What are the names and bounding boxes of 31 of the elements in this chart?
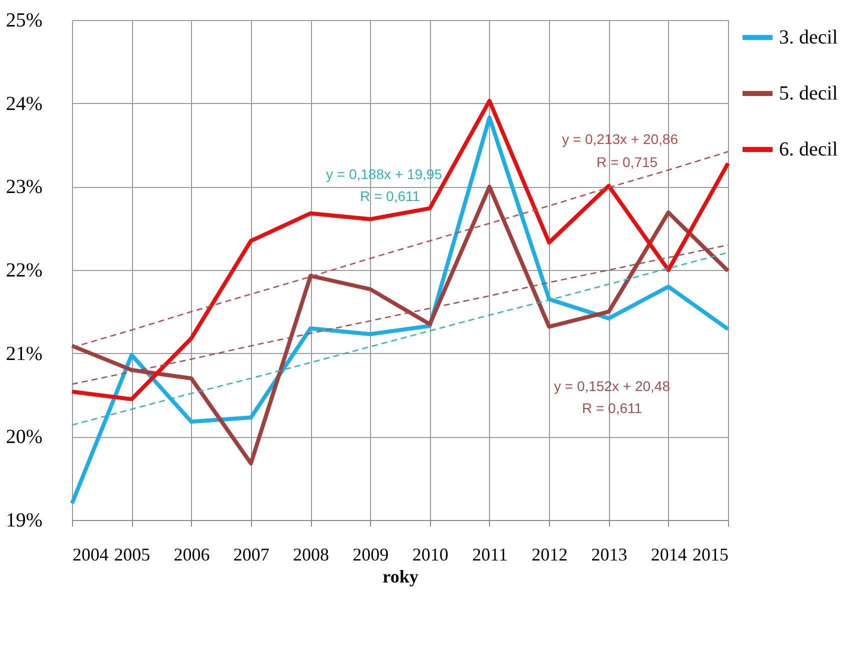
x-axis-title: roky xyxy=(382,566,418,586)
y-tick-label: 25% xyxy=(6,10,42,32)
line-series xyxy=(70,116,730,506)
x-tick-label: 2008 xyxy=(293,544,330,564)
y-tick-label: 20% xyxy=(6,426,42,448)
legend-label: 6. decil xyxy=(779,138,838,160)
x-tick-label: 2006 xyxy=(174,544,210,564)
annotation: y = 0,188x + 19,95 xyxy=(326,166,442,182)
annotation: R = 0,611 xyxy=(360,188,420,204)
line-series xyxy=(70,184,730,466)
legend-label: 3. decil xyxy=(779,26,838,48)
x-tick-label: 2011 xyxy=(472,544,508,564)
x-tick-label: 2014 xyxy=(650,544,687,564)
y-tick-label: 24% xyxy=(6,92,42,115)
x-tick-label: 2013 xyxy=(591,544,628,564)
line-series xyxy=(71,252,729,426)
x-tick-label: 2012 xyxy=(532,544,568,564)
x-tick-label: 2010 xyxy=(412,544,448,564)
y-tick-label: 22% xyxy=(6,260,42,282)
y-tick-label: 21% xyxy=(6,342,42,365)
x-tick-label: 2009 xyxy=(352,544,389,564)
x-tick-label: 2005 xyxy=(114,544,150,564)
line-series xyxy=(70,98,730,402)
y-tick-label: 23% xyxy=(6,176,42,198)
line-series xyxy=(71,151,729,348)
y-tick-label: 19% xyxy=(6,510,42,532)
legend-label: 5. decil xyxy=(779,82,838,104)
x-tick-label: 2015 xyxy=(692,544,728,564)
x-tick-label: 2007 xyxy=(233,544,270,564)
x-tick-label: 2004 xyxy=(72,544,108,564)
annotation: R = 0,715 xyxy=(596,154,658,170)
